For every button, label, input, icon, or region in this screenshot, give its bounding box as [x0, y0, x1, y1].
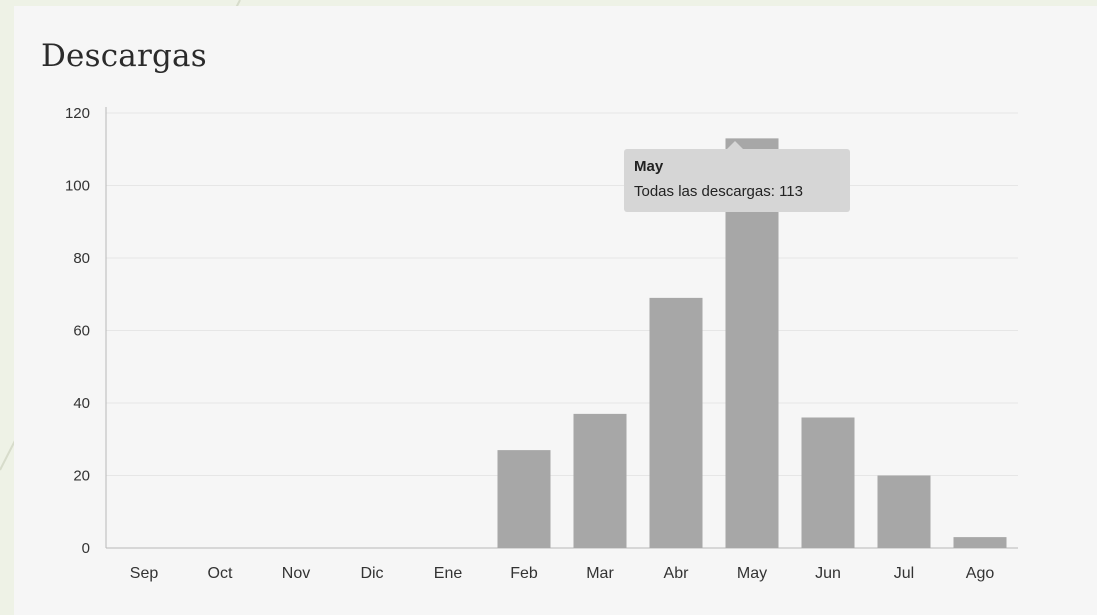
bar-mar[interactable]: [573, 413, 627, 548]
x-tick-label: Nov: [282, 565, 310, 582]
y-tick-label: 0: [82, 540, 90, 557]
x-tick-label: Abr: [664, 565, 690, 582]
y-tick-label: 60: [73, 323, 90, 340]
x-tick-label: May: [737, 565, 767, 582]
chart-title: Descargas: [41, 38, 207, 74]
chart-panel: Descargas 0 20 40 60 80 100 120 Sep Oct Nov Dic Ene…: [14, 6, 1097, 615]
bar-jun[interactable]: [801, 417, 855, 549]
y-tick-label: 40: [73, 395, 90, 412]
bar-abr[interactable]: [649, 297, 703, 548]
x-tick-label: Dic: [360, 565, 383, 582]
tooltip: May Todas las descargas: 113: [624, 149, 850, 212]
x-tick-label: Oct: [208, 565, 233, 582]
bar-jul[interactable]: [877, 475, 931, 549]
y-tick-label: 100: [65, 178, 90, 195]
x-tick-label: Ago: [966, 565, 995, 582]
bar-feb[interactable]: [497, 450, 551, 548]
bar-ago[interactable]: [953, 537, 1007, 548]
y-tick-label: 20: [73, 468, 90, 485]
x-tick-label: Sep: [130, 565, 159, 582]
bar-chart: 0 20 40 60 80 100 120 Sep Oct Nov Dic Ene Feb Mar Abr M…: [65, 105, 1018, 582]
y-tick-label: 80: [73, 250, 90, 267]
x-tick-label: Jun: [815, 565, 841, 582]
x-tick-label: Feb: [510, 565, 538, 582]
y-tick-label: 120: [65, 105, 90, 122]
tooltip-caret: [727, 141, 743, 149]
tooltip-title: May: [634, 158, 664, 175]
x-tick-label: Jul: [894, 565, 914, 582]
x-tick-label: Ene: [434, 565, 463, 582]
tooltip-value: Todas las descargas: 113: [634, 183, 803, 200]
x-tick-label: Mar: [586, 565, 614, 582]
